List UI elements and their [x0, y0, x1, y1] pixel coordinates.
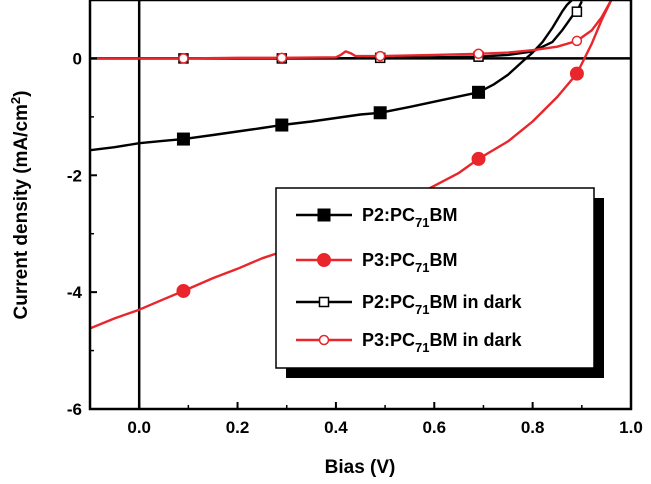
legend: P2:PC71BM P3:PC71BM P2:PC71BM in dark P3:PC… [275, 187, 604, 378]
y-tick-label: -6 [67, 400, 82, 419]
x-tick-label: 0.0 [127, 418, 151, 437]
x-tick-label: 0.8 [521, 418, 545, 437]
series-markers [176, 6, 584, 298]
legend-label-1: P2:PC71BM [362, 205, 457, 230]
series-4-marker [178, 53, 189, 64]
x-tick-label: 1.0 [619, 418, 643, 437]
x-axis-title: Bias (V) [325, 457, 396, 478]
legend-label-4: P3:PC71BM in dark [362, 330, 522, 355]
y-tick-label: 0 [73, 49, 82, 68]
y-axis-ticks: -6 -4 -2 0 [67, 0, 97, 419]
y-tick-label: -4 [67, 283, 83, 302]
series-2-marker [471, 151, 486, 166]
series-4-marker [571, 35, 583, 47]
series-1-marker [373, 106, 387, 120]
x-tick-label: 0.2 [226, 418, 250, 437]
series-3-marker [571, 6, 583, 17]
x-axis-ticks: 0.0 0.2 0.4 0.6 0.8 1.0 [89, 402, 643, 437]
series-1-marker [275, 118, 289, 132]
series-line-3 [90, 0, 583, 60]
series-4-marker [276, 52, 288, 64]
x-tick-label: 0.6 [422, 418, 446, 437]
legend-marker-1 [317, 208, 331, 222]
series-line-4 [90, 0, 613, 60]
series-4-marker [374, 50, 386, 62]
legend-label-3: P2:PC71BM in dark [362, 292, 522, 317]
legend-marker-4 [318, 334, 330, 346]
series-line-1 [90, 0, 573, 152]
plot-frame [88, 0, 633, 411]
series-1-marker [472, 85, 486, 99]
series-2-marker [569, 66, 584, 81]
x-tick-label: 0.4 [324, 418, 348, 437]
series-1-marker [176, 132, 190, 146]
legend-marker-2 [317, 253, 331, 267]
legend-marker-3 [318, 296, 330, 308]
y-axis-title: Current density (mA/cm2) [8, 91, 32, 320]
series-2-marker [176, 283, 191, 298]
legend-label-2: P3:PC71BM [362, 250, 457, 275]
y-tick-label: -2 [67, 166, 82, 185]
series-4-marker [473, 48, 484, 60]
